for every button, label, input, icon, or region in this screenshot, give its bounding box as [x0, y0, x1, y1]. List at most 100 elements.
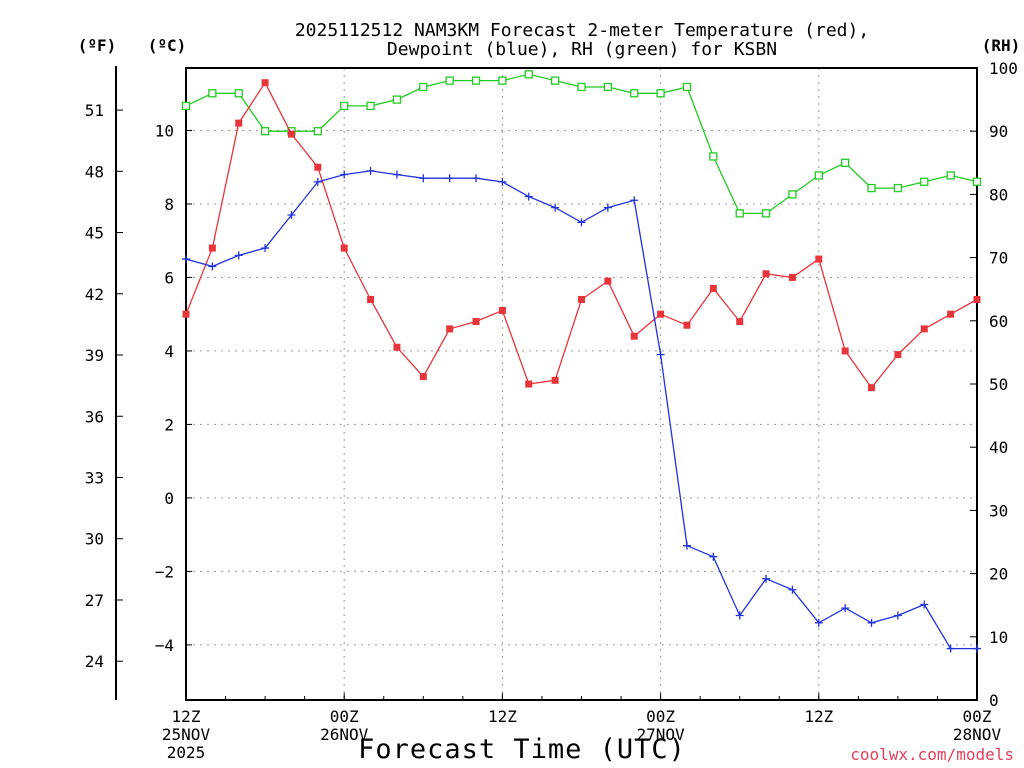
rh-point	[893, 183, 903, 193]
dewpoint-point	[893, 611, 902, 620]
temperature-point	[947, 310, 955, 318]
rh-point	[735, 209, 744, 218]
rh-point	[682, 82, 692, 92]
x-tick-label: 27NOV	[637, 725, 686, 744]
temperature-point	[498, 307, 506, 315]
gridlines	[185, 68, 978, 700]
rh-point	[761, 209, 771, 218]
dewpoint-point	[867, 618, 876, 627]
dewpoint-point	[445, 174, 454, 183]
x-tick-label: 2025	[167, 743, 206, 762]
rh-point	[234, 89, 243, 98]
plot-frame	[185, 67, 978, 701]
rh-point	[603, 82, 613, 92]
temperature-point	[446, 325, 454, 333]
x-axis-label: Forecast Time (UTC)	[358, 734, 686, 765]
celsius-tick-label: 6	[164, 268, 174, 287]
dewpoint-point	[208, 262, 217, 271]
dewpoint-point	[498, 177, 507, 186]
data-series	[181, 70, 982, 653]
dewpoint-point	[182, 255, 190, 264]
dewpoint-point	[656, 350, 665, 359]
temperature-point	[709, 284, 717, 292]
fahrenheit-tick-label: 42	[85, 285, 104, 304]
x-tick-label: 00Z	[963, 707, 992, 726]
celsius-tick-label: 2	[164, 415, 174, 434]
dewpoint-point	[946, 644, 955, 653]
temperature-point	[815, 255, 823, 263]
fahrenheit-tick-label: 27	[85, 591, 104, 610]
temperature-point	[868, 384, 876, 392]
temperature-point	[235, 119, 243, 127]
x-tick-label: 25NOV	[162, 725, 211, 744]
rh-tick-label: 50	[989, 375, 1008, 394]
rh-tick-label: 20	[989, 565, 1008, 584]
temperature-point	[208, 244, 216, 252]
temperature-point	[630, 332, 638, 340]
dewpoint-point	[709, 552, 718, 561]
rh-point	[709, 152, 718, 161]
rh-point	[366, 101, 375, 111]
x-tick-label: 00Z	[330, 707, 359, 726]
rh-point	[972, 177, 982, 186]
temperature-point	[736, 318, 744, 326]
temperature-point	[578, 295, 585, 303]
dewpoint-point	[603, 203, 612, 212]
series-2	[181, 70, 982, 218]
rh-tick-label: 80	[989, 185, 1008, 204]
rh-point	[471, 76, 481, 85]
rh-point	[841, 158, 850, 167]
dewpoint-point	[392, 170, 401, 179]
temperature-point	[261, 79, 269, 87]
fahrenheit-tick-label: 39	[85, 346, 104, 365]
dewpoint-point	[313, 177, 322, 186]
temperature-point	[551, 376, 559, 384]
dewpoint-point	[630, 196, 639, 205]
series-line	[185, 73, 978, 215]
fahrenheit-tick-label: 48	[85, 162, 104, 181]
chart-title: 2025112512 NAM3KM Forecast 2-meter Tempe…	[295, 20, 869, 60]
temperature-point	[314, 163, 322, 171]
temperature-point	[894, 351, 902, 359]
temperature-point	[788, 273, 796, 281]
temperature-point	[683, 321, 691, 329]
fahrenheit-tick-label: 45	[85, 224, 104, 243]
dewpoint-point	[366, 166, 375, 175]
temperature-point	[973, 295, 981, 303]
series-0	[182, 79, 981, 392]
x-tick-label: 28NOV	[953, 725, 1002, 744]
temperature-point	[604, 277, 612, 285]
series-1	[182, 166, 981, 653]
rh-point	[814, 171, 823, 180]
dewpoint-point	[551, 203, 560, 212]
rh-tick-label: 30	[989, 501, 1008, 520]
fahrenheit-tick-label: 30	[85, 530, 104, 549]
celsius-tick-label: −4	[155, 636, 174, 655]
dewpoint-point	[814, 618, 823, 627]
fahrenheit-tick-label: 36	[85, 407, 104, 426]
rh-point	[550, 76, 560, 85]
x-tick-label: 12Z	[488, 707, 517, 726]
celsius-tick-label: −2	[155, 562, 174, 581]
temperature-point	[182, 310, 190, 318]
series-line	[185, 170, 977, 650]
rh-point	[577, 82, 586, 92]
temperature-point	[525, 380, 533, 388]
rh-point	[630, 89, 639, 98]
rh-point	[498, 76, 507, 85]
rh-tick-label: 90	[989, 122, 1008, 141]
temperature-point	[419, 373, 427, 381]
dewpoint-point	[841, 604, 850, 613]
rh-axis-label: (RH)	[982, 36, 1021, 55]
dewpoint-point	[419, 174, 428, 183]
dewpoint-point	[261, 244, 270, 253]
chart-title-line-2: Dewpoint (blue), RH (green) for KSBN	[387, 39, 777, 60]
rh-tick-label: 70	[989, 249, 1008, 268]
dewpoint-point	[234, 251, 243, 260]
x-tick-label: 00Z	[646, 707, 675, 726]
temperature-point	[920, 325, 928, 333]
celsius-tick-label: 4	[164, 342, 174, 361]
rh-point	[313, 127, 322, 136]
temperature-point	[393, 343, 401, 351]
fahrenheit-tick-label: 51	[85, 101, 104, 120]
